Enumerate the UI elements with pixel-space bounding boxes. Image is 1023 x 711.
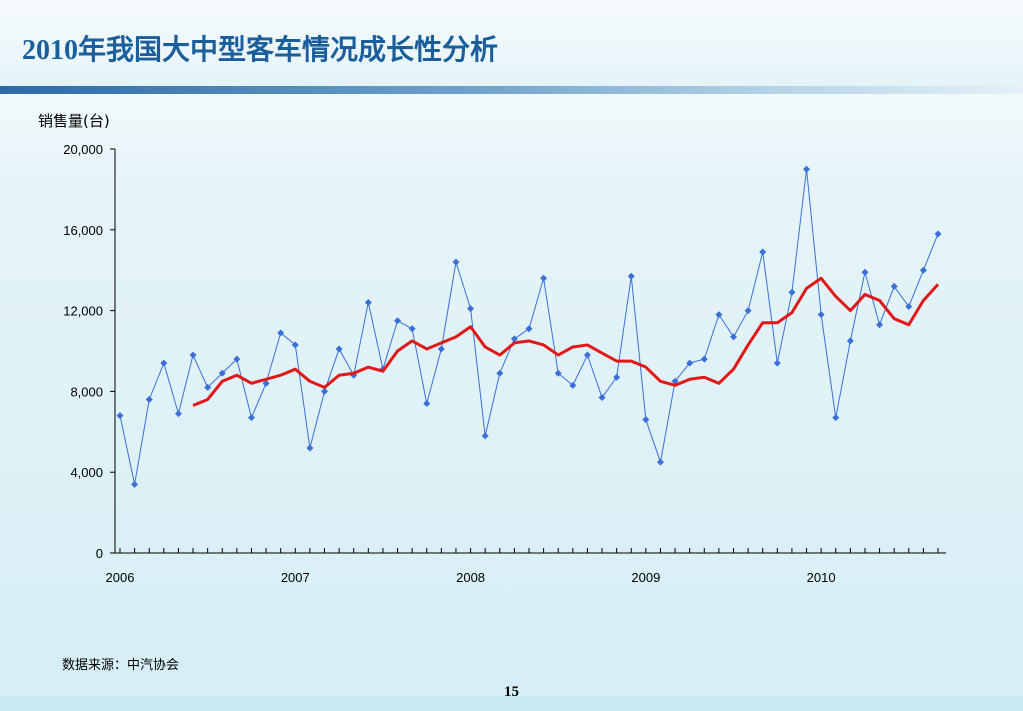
data-source-note: 数据来源：中汽协会 bbox=[62, 658, 180, 673]
monthly-sales-point bbox=[204, 383, 212, 391]
y-tick-label: 0 bbox=[96, 546, 103, 561]
monthly-sales-point bbox=[744, 307, 752, 315]
monthly-sales-point bbox=[481, 432, 489, 440]
monthly-sales-point bbox=[116, 412, 124, 420]
monthly-sales-point bbox=[525, 325, 533, 333]
monthly-sales-point bbox=[773, 359, 781, 367]
monthly-sales-point bbox=[846, 337, 854, 345]
page-title: 2010年我国大中型客车情况成长性分析 bbox=[22, 35, 499, 66]
monthly-sales-point bbox=[321, 387, 328, 395]
title-divider bbox=[0, 86, 1023, 94]
monthly-sales-point bbox=[233, 355, 241, 363]
monthly-sales-point bbox=[145, 395, 153, 403]
monthly-sales-point bbox=[890, 282, 898, 290]
monthly-sales-point bbox=[364, 299, 372, 307]
monthly-sales-point bbox=[510, 335, 518, 343]
monthly-sales-point bbox=[160, 359, 168, 367]
monthly-sales-point bbox=[656, 458, 664, 466]
y-tick-label: 8,000 bbox=[70, 384, 103, 399]
monthly-sales-point bbox=[686, 359, 694, 367]
monthly-sales-point bbox=[408, 325, 416, 333]
monthly-sales-point bbox=[291, 341, 299, 349]
monthly-sales-point bbox=[905, 303, 913, 311]
monthly-sales-point bbox=[189, 351, 197, 359]
sales-line-chart: 0 4,000 8,000 12,000 16,000 20,000 2006 2007 200… bbox=[63, 142, 946, 585]
monthly-sales-point bbox=[919, 266, 927, 274]
title-bar bbox=[0, 0, 1023, 88]
y-tick-label: 12,000 bbox=[63, 304, 103, 319]
x-tick-label: 2008 bbox=[456, 570, 485, 585]
x-tick-label: 2010 bbox=[807, 570, 836, 585]
monthly-sales-point bbox=[554, 369, 562, 377]
monthly-sales-point bbox=[247, 414, 255, 422]
y-tick-label: 16,000 bbox=[63, 223, 103, 238]
monthly-sales-point bbox=[277, 329, 285, 337]
monthly-sales-point bbox=[540, 274, 548, 282]
monthly-sales-point bbox=[583, 351, 591, 359]
monthly-sales-point bbox=[934, 230, 942, 238]
monthly-sales-point bbox=[335, 345, 343, 353]
monthly-sales-point bbox=[423, 400, 431, 408]
monthly-sales-point bbox=[715, 311, 723, 319]
monthly-sales-point bbox=[817, 311, 825, 319]
monthly-sales-point bbox=[598, 393, 606, 401]
moving-average-line bbox=[192, 276, 940, 407]
monthly-sales-point bbox=[759, 248, 767, 256]
y-axis-label: 销售量(台) bbox=[38, 112, 110, 130]
monthly-sales-point bbox=[642, 416, 650, 424]
monthly-sales-point bbox=[832, 414, 840, 422]
monthly-sales-point bbox=[131, 480, 139, 488]
monthly-sales-point bbox=[803, 165, 811, 173]
monthly-sales-point bbox=[876, 321, 884, 329]
y-tick-label: 20,000 bbox=[63, 142, 103, 157]
page-number: 15 bbox=[504, 684, 519, 700]
monthly-sales-point bbox=[627, 272, 635, 280]
monthly-sales-point bbox=[437, 345, 445, 353]
footer-band bbox=[0, 696, 1023, 711]
monthly-sales-point bbox=[700, 355, 708, 363]
monthly-sales-point bbox=[730, 333, 737, 341]
x-tick-label: 2007 bbox=[281, 570, 310, 585]
x-tick-label: 2009 bbox=[631, 570, 660, 585]
monthly-sales-point bbox=[174, 410, 182, 418]
monthly-sales-point bbox=[452, 258, 460, 266]
y-tick-label: 4,000 bbox=[70, 465, 103, 480]
monthly-sales-point bbox=[569, 381, 577, 389]
monthly-sales-point bbox=[496, 369, 504, 377]
monthly-sales-point bbox=[613, 373, 621, 381]
monthly-sales-point bbox=[394, 317, 402, 325]
monthly-sales-point bbox=[467, 305, 475, 313]
x-tick-label: 2006 bbox=[106, 570, 135, 585]
monthly-sales-point bbox=[788, 288, 796, 296]
monthly-sales-point bbox=[306, 444, 314, 452]
monthly-sales-point bbox=[262, 379, 270, 387]
monthly-sales-point bbox=[861, 268, 869, 276]
monthly-sales-point bbox=[218, 369, 226, 377]
